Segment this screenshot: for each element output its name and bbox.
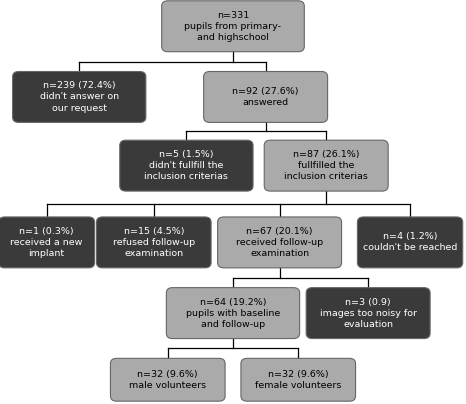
Text: n=4 (1.2%)
couldn't be reached: n=4 (1.2%) couldn't be reached	[363, 232, 457, 252]
Text: n=239 (72.4%)
didn't answer on
our request: n=239 (72.4%) didn't answer on our reque…	[40, 81, 119, 113]
FancyBboxPatch shape	[110, 358, 225, 401]
Text: n=1 (0.3%)
received a new
implant: n=1 (0.3%) received a new implant	[10, 227, 83, 258]
Text: n=64 (19.2%)
pupils with baseline
and follow-up: n=64 (19.2%) pupils with baseline and fo…	[186, 297, 280, 329]
FancyBboxPatch shape	[0, 217, 95, 268]
Text: n=3 (0.9)
images too noisy for
evaluation: n=3 (0.9) images too noisy for evaluatio…	[320, 297, 417, 329]
Text: n=67 (20.1%)
received follow-up
examination: n=67 (20.1%) received follow-up examinat…	[236, 227, 323, 258]
FancyBboxPatch shape	[96, 217, 211, 268]
FancyBboxPatch shape	[357, 217, 463, 268]
FancyBboxPatch shape	[264, 140, 388, 191]
Text: n=15 (4.5%)
refused follow-up
examination: n=15 (4.5%) refused follow-up examinatio…	[113, 227, 195, 258]
FancyBboxPatch shape	[120, 140, 253, 191]
FancyBboxPatch shape	[204, 72, 328, 122]
FancyBboxPatch shape	[241, 358, 356, 401]
FancyBboxPatch shape	[166, 288, 300, 339]
FancyBboxPatch shape	[306, 288, 430, 339]
Text: n=331
pupils from primary-
and highschool: n=331 pupils from primary- and highschoo…	[185, 11, 281, 42]
FancyBboxPatch shape	[162, 1, 304, 52]
Text: n=5 (1.5%)
didn't fullfill the
inclusion criterias: n=5 (1.5%) didn't fullfill the inclusion…	[144, 150, 228, 181]
Text: n=32 (9.6%)
male volunteers: n=32 (9.6%) male volunteers	[129, 370, 206, 390]
FancyBboxPatch shape	[218, 217, 342, 268]
Text: n=87 (26.1%)
fullfilled the
inclusion criterias: n=87 (26.1%) fullfilled the inclusion cr…	[284, 150, 368, 181]
FancyBboxPatch shape	[13, 72, 146, 122]
Text: n=32 (9.6%)
female volunteers: n=32 (9.6%) female volunteers	[255, 370, 342, 390]
Text: n=92 (27.6%)
answered: n=92 (27.6%) answered	[233, 87, 299, 107]
